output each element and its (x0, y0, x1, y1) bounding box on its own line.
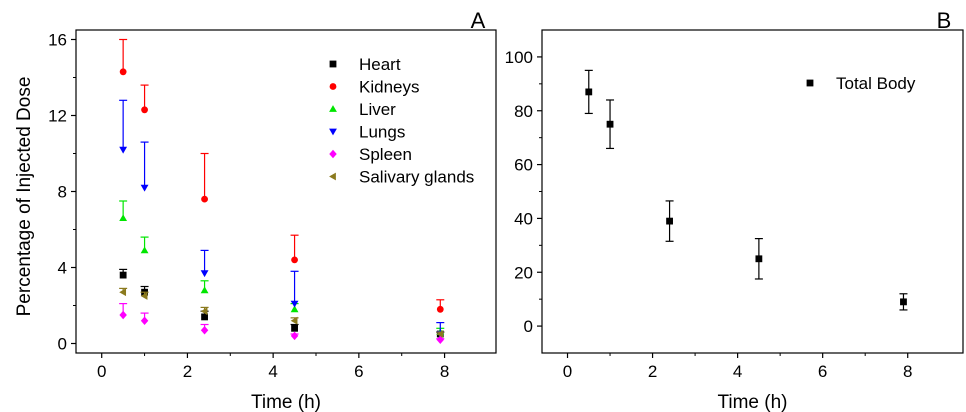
y-tick-label: 100 (505, 48, 533, 67)
y-axis-label: Percentage of Injected Dose (14, 77, 35, 317)
data-point (119, 288, 127, 297)
data-point (290, 316, 298, 325)
data-point (200, 286, 209, 294)
data-point (200, 270, 209, 278)
legend-label: Salivary glands (359, 168, 474, 187)
data-point (290, 305, 299, 313)
x-tick-label: 6 (818, 362, 827, 381)
y-tick-label: 40 (514, 209, 533, 228)
y-tick-label: 80 (514, 102, 533, 121)
legend-marker (329, 172, 336, 181)
data-point (436, 335, 445, 344)
panel-label: A (471, 8, 486, 33)
data-point (140, 292, 148, 300)
data-point (140, 246, 149, 254)
data-point (290, 300, 299, 308)
y-tick-label: 20 (514, 263, 533, 282)
x-tick-label: 8 (903, 362, 912, 381)
series-total-body (584, 69, 908, 311)
x-tick-label: 6 (354, 362, 363, 381)
data-point (140, 316, 149, 325)
series-liver (119, 200, 445, 335)
data-point (755, 255, 763, 263)
x-tick-label: 0 (97, 362, 106, 381)
series-lungs (119, 99, 445, 338)
x-tick-label: 0 (563, 362, 572, 381)
data-point (290, 331, 299, 341)
x-tick-label: 2 (648, 362, 657, 381)
data-point (900, 298, 907, 306)
legend-marker (806, 79, 814, 87)
x-axis-label: Time (h) (717, 392, 787, 412)
series-heart (119, 268, 445, 338)
legend-label: Spleen (359, 145, 412, 164)
x-tick-label: 4 (733, 362, 742, 381)
x-tick-label: 2 (183, 362, 192, 381)
data-point (141, 106, 148, 114)
y-tick-label: 60 (514, 156, 533, 175)
series-kidneys (119, 38, 445, 313)
data-point (119, 214, 128, 221)
plot-frame (75, 29, 497, 354)
data-point (119, 146, 128, 154)
x-tick-label: 4 (268, 362, 277, 381)
data-point (436, 305, 444, 313)
data-point (585, 88, 593, 96)
data-point (119, 271, 127, 279)
legend-label: Heart (359, 55, 401, 74)
data-point (200, 325, 209, 335)
legend-marker (329, 60, 337, 68)
data-point (291, 324, 298, 332)
chart-panel-a: 0 2 4 6 8 0 4 8 12 16 Time (h) Percentage of Inject… (14, 8, 497, 412)
y-tick-label: 4 (58, 259, 67, 278)
legend-label: Liver (359, 100, 396, 119)
legend: Total Body (806, 74, 916, 93)
series-salivary-glands (119, 287, 445, 338)
legend-marker (329, 105, 337, 112)
legend: Heart Kidneys Liver Lungs Spleen Salivary gla… (329, 55, 474, 187)
data-point (291, 256, 298, 264)
y-tick-label: 0 (524, 317, 533, 336)
legend-label: Lungs (359, 123, 405, 142)
data-point (606, 120, 614, 128)
data-point (119, 68, 127, 76)
legend-label: Kidneys (359, 78, 419, 97)
data-point (200, 307, 208, 316)
legend-marker (329, 149, 337, 159)
legend-marker (329, 128, 337, 136)
data-point (201, 195, 208, 203)
data-point (140, 184, 149, 192)
y-tick-label: 0 (58, 335, 67, 354)
legend-label: Total Body (836, 74, 916, 93)
data-point (666, 217, 673, 225)
x-tick-label: 8 (440, 362, 449, 381)
panel-label: B (937, 8, 952, 33)
data-point (201, 313, 208, 321)
y-tick-label: 16 (48, 31, 67, 50)
y-tick-label: 12 (48, 107, 67, 126)
data-point (119, 310, 127, 320)
series-spleen (119, 303, 445, 344)
x-axis-label: Time (h) (251, 392, 321, 412)
data-point (436, 330, 444, 338)
y-tick-label: 8 (58, 183, 67, 202)
legend-marker (329, 83, 337, 90)
